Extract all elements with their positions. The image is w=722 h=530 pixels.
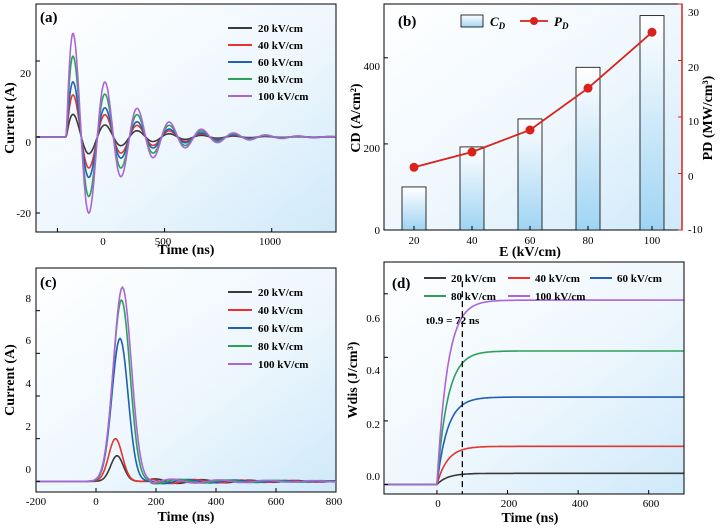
panel-c-legend-60: 60 kV/cm — [258, 323, 303, 335]
panel-a-xtick-0: 0 — [100, 236, 106, 248]
panel-b-xtick-80: 80 — [583, 235, 595, 247]
panel-b-pd-point-2 — [525, 125, 535, 135]
panel-b-legend-pd: PD — [554, 14, 569, 31]
panel-d-ytick-06: 0.6 — [366, 313, 380, 325]
panel-c-legend-20: 20 kV/cm — [258, 287, 303, 299]
panel-c-plot-area — [35, 267, 337, 493]
panel-c-xtick-600: 600 — [268, 496, 285, 508]
panel-c-ytick-0: 0 — [26, 464, 32, 476]
panel-a-xtick-500: 500 — [155, 236, 172, 248]
panel-c: (c) Time (ns) Current (A) -200 0 200 400… — [3, 267, 343, 525]
panel-d-ytick-0: 0.0 — [366, 471, 380, 483]
panel-c-ytick-2: 2 — [26, 421, 32, 433]
panel-a-ylabel: Current (A) — [3, 82, 18, 154]
panel-d-legend: 20 kV/cm 40 kV/cm 60 kV/cm 80 kV/cm 100 … — [424, 273, 662, 303]
panel-b-xtick-40: 40 — [467, 235, 479, 247]
panel-c-ylabel: Current (A) — [3, 344, 18, 416]
panel-b-rtick--10: -10 — [688, 224, 703, 236]
panel-a-label: (a) — [40, 10, 58, 26]
panel-b-ytick-200: 200 — [364, 143, 381, 155]
panel-b-bar-4 — [639, 15, 665, 231]
panel-a-ytick-0: 0 — [26, 137, 32, 149]
panel-d-series-4 — [384, 299, 684, 486]
panel-c-xtick--200: -200 — [26, 496, 47, 508]
panel-b-legend-swatch-cd — [460, 14, 484, 28]
panel-d-legend-60: 60 kV/cm — [617, 273, 662, 285]
panel-a-legend: 20 kV/cm 40 kV/cm 60 kV/cm 80 kV/cm 100 … — [228, 23, 308, 103]
panel-b-xtick-100: 100 — [644, 235, 661, 247]
panel-c-ytick-8: 8 — [26, 293, 32, 305]
panel-d-label: (d) — [392, 276, 410, 292]
panel-a-ytick--20: -20 — [16, 208, 31, 220]
panel-b-ytick-0: 0 — [375, 225, 381, 237]
panel-b-ylabel-left: CD (A/cm²) — [349, 83, 364, 152]
panel-b-bar-1 — [459, 146, 485, 231]
panel-d-ytick-04: 0.4 — [366, 365, 380, 377]
panel-a-legend-100: 100 kV/cm — [258, 91, 308, 103]
panel-b-pd-point-3 — [583, 83, 593, 93]
panel-a: (a) Time (ns) Current (A) 0 500 1000 -20… — [3, 3, 337, 258]
panel-a-series-4 — [36, 32, 336, 215]
panel-b-rtick-10: 10 — [688, 116, 700, 128]
panel-d-xtick-0: 0 — [435, 498, 441, 510]
panel-a-legend-80: 80 kV/cm — [258, 74, 303, 86]
panel-b-ylabel-right: PD (MW/cm³) — [701, 75, 716, 160]
panel-b-xtick-20: 20 — [409, 235, 421, 247]
panel-c-xtick-400: 400 — [208, 496, 225, 508]
panel-d-legend-40: 40 kV/cm — [535, 273, 580, 285]
panel-b-ytick-400: 400 — [364, 61, 381, 73]
panel-b-legend-cd: CD — [490, 14, 506, 31]
panel-b-pd-point-1 — [467, 147, 477, 157]
panel-a-legend-40: 40 kV/cm — [258, 40, 303, 52]
panel-c-legend-80: 80 kV/cm — [258, 341, 303, 353]
panel-a-legend-60: 60 kV/cm — [258, 57, 303, 69]
panel-c-ytick-4: 4 — [26, 378, 32, 390]
panel-c-xlabel: Time (ns) — [158, 510, 215, 525]
panel-d-xtick-400: 400 — [572, 498, 589, 510]
panel-d-legend-20: 20 kV/cm — [451, 273, 496, 285]
panel-c-xtick-0: 0 — [93, 496, 99, 508]
panel-d-annotation: t0.9 = 72 ns — [426, 315, 480, 327]
panel-c-xtick-200: 200 — [148, 496, 165, 508]
panel-a-ytick-20: 20 — [20, 68, 32, 80]
panel-b-pd-point-0 — [409, 162, 419, 172]
panel-c-ytick-6: 6 — [26, 335, 32, 347]
panel-a-xlabel: Time (ns) — [158, 243, 215, 258]
panel-c-legend-40: 40 kV/cm — [258, 305, 303, 317]
panel-c-series-4 — [36, 285, 336, 484]
panel-b-xtick-60: 60 — [525, 235, 537, 247]
panel-d-ytick-02: 0.2 — [366, 419, 380, 431]
panel-d-xtick-200: 200 — [501, 498, 518, 510]
panel-c-xtick-800: 800 — [326, 496, 343, 508]
panel-b-bar-2 — [517, 118, 543, 231]
panel-b-bar-0 — [401, 186, 427, 231]
panel-d-xlabel: Time (ns) — [502, 511, 559, 526]
panel-b-label: (b) — [398, 14, 416, 30]
panel-a-xtick-1000: 1000 — [259, 236, 282, 248]
panel-d-legend-80: 80 kV/cm — [451, 291, 496, 303]
panel-b-pd-point-4 — [647, 27, 657, 37]
panel-b-xlabel: E (kV/cm) — [499, 245, 561, 260]
panel-b: (b) 20 40 60 80 100 0 200 400 -10 0 10 2… — [349, 3, 716, 260]
panel-b-legend-marker-pd — [530, 17, 538, 25]
panel-b-legend: CD PD — [460, 14, 569, 31]
panel-c-legend-100: 100 kV/cm — [258, 359, 308, 371]
panel-a-legend-20: 20 kV/cm — [258, 23, 303, 35]
panel-d-ylabel: Wdis (J/cm³) — [346, 341, 361, 418]
panel-c-legend: 20 kV/cm 40 kV/cm 60 kV/cm 80 kV/cm 100 … — [228, 287, 308, 371]
panel-b-rtick-0: 0 — [688, 171, 694, 183]
panel-b-rtick-20: 20 — [688, 62, 700, 74]
panel-d-legend-100: 100 kV/cm — [535, 291, 585, 303]
panel-d: (d) t0.9 = 72 ns Time (ns) Wdis (J/cm³) … — [346, 261, 685, 526]
panel-b-rtick-30: 30 — [688, 7, 700, 19]
panel-b-bar-3 — [575, 66, 601, 231]
panel-d-xtick-600: 600 — [643, 498, 660, 510]
panel-c-label: (c) — [40, 275, 57, 291]
